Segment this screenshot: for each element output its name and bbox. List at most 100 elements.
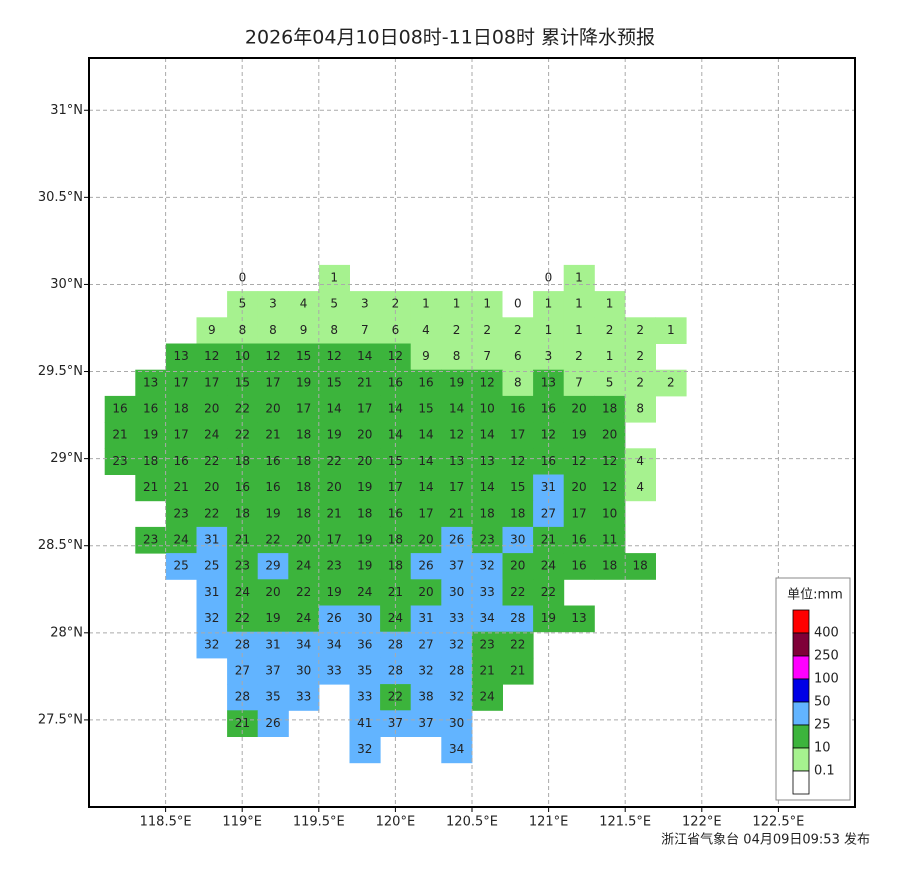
rain-value: 12: [510, 454, 525, 468]
rain-cell: [349, 500, 381, 528]
rain-cell: [349, 291, 381, 318]
rain-cell: [318, 553, 350, 580]
rain-cell: [257, 422, 289, 449]
rain-cell: [165, 500, 197, 528]
rain-value: 34: [480, 611, 495, 625]
rain-cell: [441, 553, 473, 580]
rain-value: 24: [174, 533, 189, 547]
rain-cell: [410, 422, 442, 449]
rain-value: 1: [422, 297, 430, 311]
rain-value: 20: [327, 480, 342, 494]
rain-cell: [594, 291, 626, 318]
rain-value: 20: [265, 402, 280, 416]
rain-cell: [196, 526, 228, 554]
rain-value: 1: [667, 323, 675, 337]
rain-cell: [502, 605, 534, 633]
rain-cell: [594, 474, 626, 502]
rain-cell: [471, 395, 503, 423]
rain-cell: [471, 579, 503, 606]
legend-label: 25: [814, 718, 831, 733]
rain-value: 12: [449, 428, 464, 442]
rain-cell: [196, 605, 228, 633]
y-tick-label: 30°N: [50, 277, 83, 292]
rain-cell: [318, 343, 350, 371]
rain-value: 34: [327, 637, 342, 651]
rain-value: 30: [357, 611, 372, 625]
y-tick-label: 28.5°N: [38, 538, 83, 553]
rain-cell: [288, 474, 320, 502]
rain-value: 18: [388, 533, 403, 547]
rain-value: 13: [571, 611, 586, 625]
rain-cell: [563, 369, 595, 397]
rain-value: 0: [514, 297, 522, 311]
rain-value: 16: [265, 480, 280, 494]
rain-cell: [196, 422, 228, 449]
rain-cell: [563, 422, 595, 449]
rain-cell: [410, 657, 442, 685]
rain-value: 9: [422, 349, 430, 363]
rain-cell: [563, 526, 595, 554]
rain-cell: [257, 474, 289, 502]
rain-value: 10: [602, 506, 617, 520]
rain-value: 2: [453, 323, 461, 337]
rain-cell: [104, 422, 136, 449]
rain-value: 22: [204, 454, 219, 468]
rain-value: 18: [633, 559, 648, 573]
legend-label: 10: [814, 741, 831, 756]
rain-value: 18: [602, 402, 617, 416]
rain-cell: [502, 422, 534, 449]
rain-value: 4: [300, 297, 308, 311]
rain-value: 15: [388, 454, 403, 468]
rain-value: 35: [357, 664, 372, 678]
rain-cell: [288, 291, 320, 318]
rain-cell: [441, 448, 473, 475]
rain-cell: [624, 369, 656, 397]
x-tick-label: 119°E: [222, 815, 262, 830]
rain-cell: [318, 500, 350, 528]
rain-value: 23: [143, 533, 158, 547]
rain-value: 8: [269, 323, 277, 337]
rain-value: 17: [296, 402, 311, 416]
rain-cell: [288, 422, 320, 449]
rain-cell: [441, 291, 473, 318]
rain-cell: [318, 579, 350, 606]
rain-value: 10: [235, 349, 250, 363]
rain-value: 32: [480, 559, 495, 573]
rain-value: 14: [480, 480, 495, 494]
legend-swatch: [792, 747, 810, 772]
rain-value: 37: [418, 716, 433, 730]
rain-value: 28: [388, 664, 403, 678]
rain-cell: [104, 448, 136, 475]
legend-swatch: [792, 724, 810, 749]
rain-cell: [502, 369, 534, 397]
rain-cell: [471, 553, 503, 580]
rain-value: 33: [327, 664, 342, 678]
rain-value: 22: [265, 533, 280, 547]
rain-value: 3: [545, 349, 553, 363]
rain-value: 17: [265, 375, 280, 389]
rain-value: 19: [357, 480, 372, 494]
rain-value: 14: [388, 402, 403, 416]
rain-value: 23: [480, 637, 495, 651]
rain-value: 16: [174, 454, 189, 468]
rain-value: 28: [235, 690, 250, 704]
rain-value: 17: [510, 428, 525, 442]
rain-value: 20: [418, 585, 433, 599]
rain-cell: [410, 500, 442, 528]
rain-cell: [502, 553, 534, 580]
rain-value: 16: [541, 402, 556, 416]
rain-value: 18: [143, 454, 158, 468]
rain-cell: [502, 317, 534, 344]
rain-value: 17: [357, 402, 372, 416]
rain-value: 8: [636, 402, 644, 416]
rain-value: 4: [636, 454, 644, 468]
rain-value: 37: [265, 664, 280, 678]
rain-value: 2: [667, 375, 675, 389]
rain-cell: [471, 369, 503, 397]
rain-value: 12: [327, 349, 342, 363]
rain-value: 9: [208, 323, 216, 337]
y-tick-label: 29°N: [50, 451, 83, 466]
rain-value: 16: [143, 402, 158, 416]
rain-value: 1: [483, 297, 491, 311]
